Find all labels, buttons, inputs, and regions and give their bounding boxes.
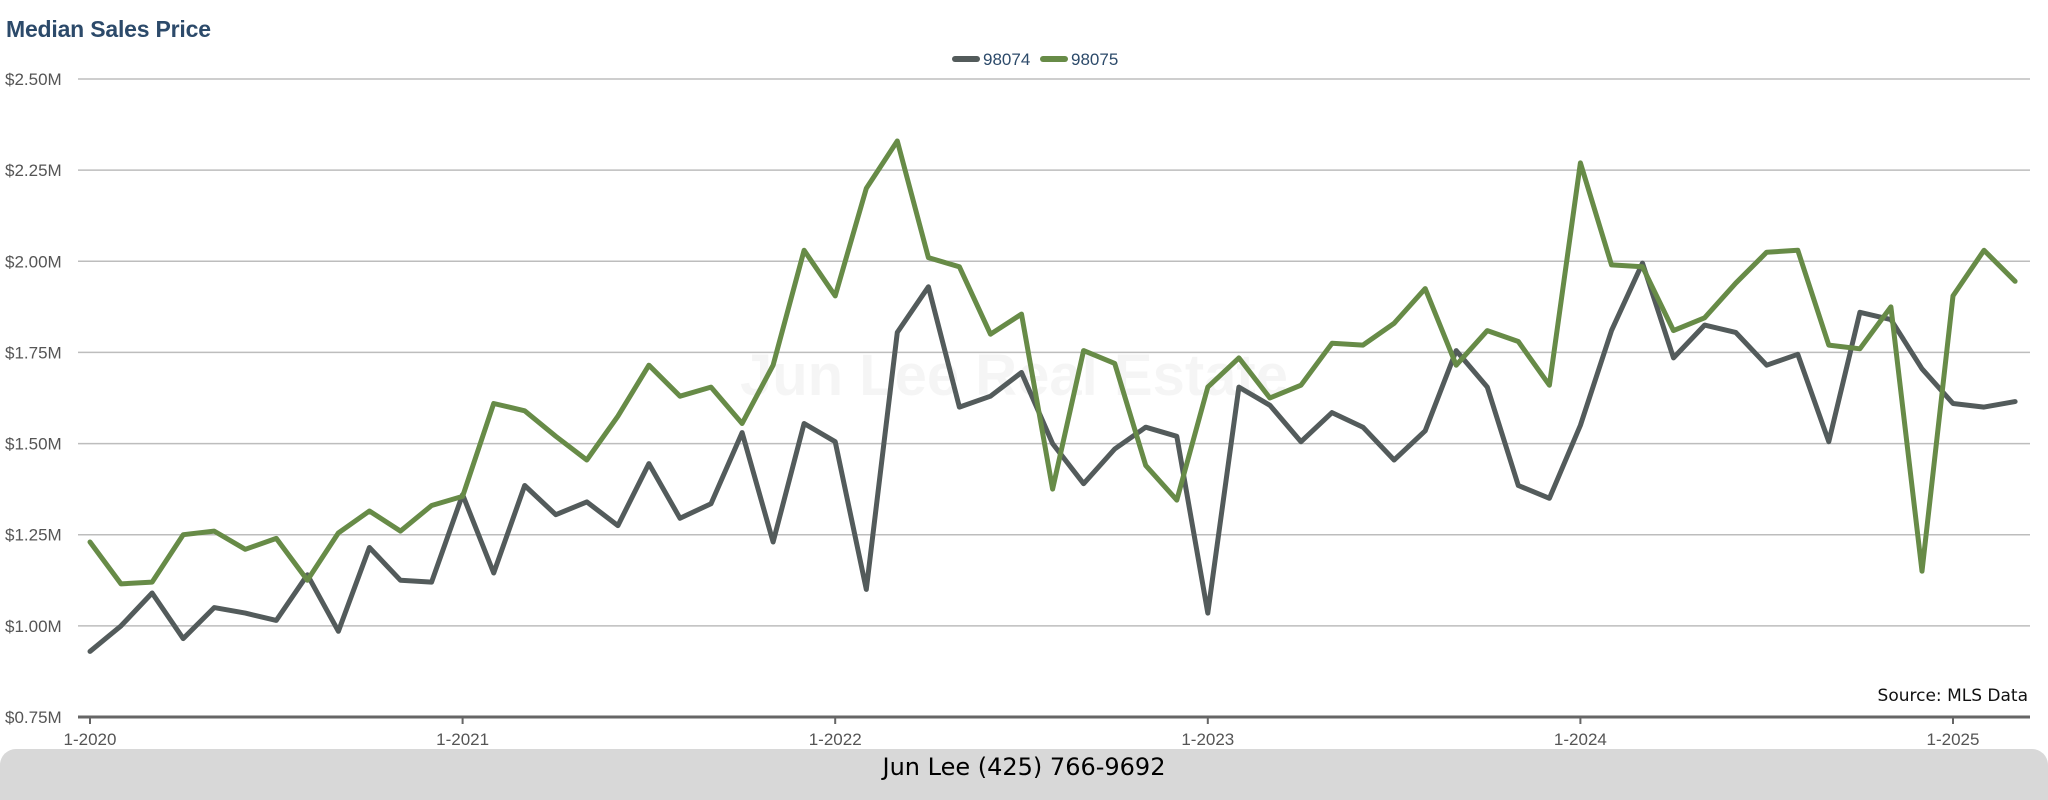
grid-lines [78, 78, 2030, 627]
y-tick-label: $2.25M [5, 161, 62, 180]
y-tick-label: $2.00M [5, 252, 62, 271]
series-line-98074 [87, 260, 2018, 654]
y-axis-ticks: $0.75M $1.00M $1.25M $1.50M $1.75M $2.00M $2.2… [5, 70, 62, 727]
y-tick-label: $1.25M [5, 526, 62, 545]
x-tick-label: 1-2020 [64, 730, 117, 749]
series-lines [87, 138, 2018, 654]
x-tick-label: 1-2025 [1927, 730, 1980, 749]
y-tick-label: $0.75M [5, 708, 62, 727]
x-axis-ticks: 1-2020 1-2021 1-2022 1-2023 1-2024 1-2025 [64, 717, 1980, 749]
footer-contact: Jun Lee (425) 766-9692 [882, 753, 1166, 781]
y-tick-label: $2.50M [5, 70, 62, 89]
source-note: Source: MLS Data [1877, 686, 2028, 706]
x-tick-label: 1-2023 [1181, 730, 1234, 749]
y-tick-label: $1.75M [5, 343, 62, 362]
x-tick-label: 1-2021 [436, 730, 489, 749]
line-chart: $0.75M $1.00M $1.25M $1.50M $1.75M $2.00M $2.2… [5, 50, 2030, 749]
footer-bar [0, 749, 2048, 800]
x-tick-label: 1-2022 [809, 730, 862, 749]
legend-label-98074: 98074 [983, 50, 1030, 69]
x-tick-label: 1-2024 [1554, 730, 1607, 749]
series-line-98075 [87, 138, 2018, 587]
legend-label-98075: 98075 [1071, 50, 1118, 69]
chart-title: Median Sales Price [6, 16, 211, 42]
y-tick-label: $1.00M [5, 617, 62, 636]
y-tick-label: $1.50M [5, 435, 62, 454]
legend: 98074 98075 [952, 50, 1118, 69]
